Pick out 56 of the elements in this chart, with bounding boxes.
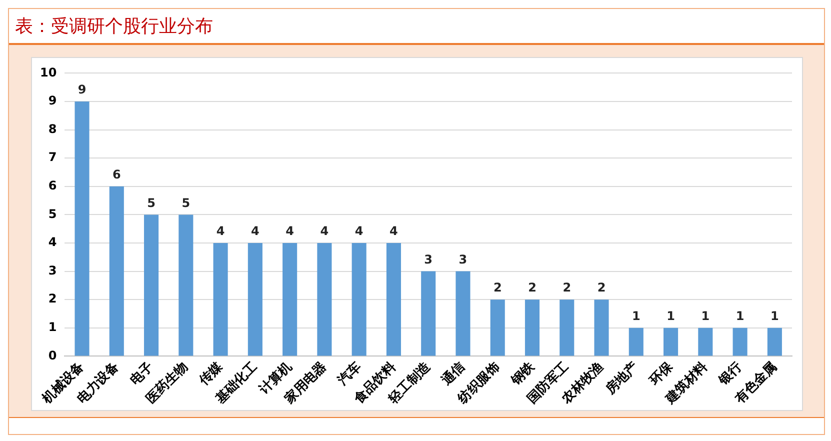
bar: [248, 243, 262, 356]
data-label: 2: [493, 280, 502, 295]
y-tick-label: 3: [48, 263, 57, 278]
bar: [213, 243, 228, 356]
data-label: 9: [78, 82, 86, 97]
data-label: 4: [320, 224, 329, 238]
data-label: 3: [458, 252, 468, 266]
data-label: 1: [632, 309, 640, 324]
bar: [560, 300, 574, 356]
y-tick-label: 9: [48, 94, 57, 108]
data-label: 2: [562, 280, 572, 295]
y-tick-label: 7: [48, 150, 57, 164]
x-tick-label: 银行: [716, 359, 746, 390]
data-label: 2: [597, 280, 606, 295]
data-label: 3: [424, 252, 433, 266]
y-tick-label: 4: [48, 235, 57, 250]
data-label: 4: [354, 224, 364, 238]
bar: [282, 243, 298, 356]
bar: [386, 243, 401, 356]
bar: [178, 214, 194, 356]
bar: [732, 328, 748, 356]
data-label: 1: [701, 309, 710, 324]
bar: [456, 271, 470, 356]
x-tick-label: 汽车: [334, 358, 364, 390]
bar: [109, 186, 124, 356]
data-label: 5: [182, 196, 190, 210]
bar: [490, 300, 505, 356]
data-label: 4: [286, 224, 294, 238]
bar: [524, 300, 540, 356]
bar: [144, 214, 159, 356]
y-tick-label: 6: [48, 178, 57, 193]
data-label: 1: [770, 309, 779, 324]
bar: [628, 328, 644, 356]
data-label: 6: [112, 168, 121, 182]
y-tick-label: 1: [48, 320, 57, 334]
bar: [767, 328, 782, 356]
chart-title: 表：受调研个股行业分布: [9, 9, 824, 45]
bar: [352, 243, 366, 356]
data-label: 4: [390, 224, 398, 238]
y-tick-label: 8: [48, 122, 57, 136]
data-label: 2: [528, 280, 536, 295]
bar: [664, 328, 678, 356]
bar: [74, 102, 90, 356]
bar: [594, 300, 609, 356]
y-tick-label: 5: [48, 206, 57, 221]
bar: [698, 328, 713, 356]
bar: [421, 271, 436, 356]
y-tick-label: 10: [40, 65, 57, 80]
data-label: 5: [147, 196, 156, 210]
data-label: 1: [736, 309, 744, 324]
y-tick-label: 2: [48, 292, 57, 306]
bar: [317, 243, 332, 356]
data-label: 4: [216, 224, 225, 238]
y-tick-label: 0: [48, 348, 57, 362]
data-label: 1: [666, 309, 675, 324]
data-label: 4: [251, 224, 260, 238]
